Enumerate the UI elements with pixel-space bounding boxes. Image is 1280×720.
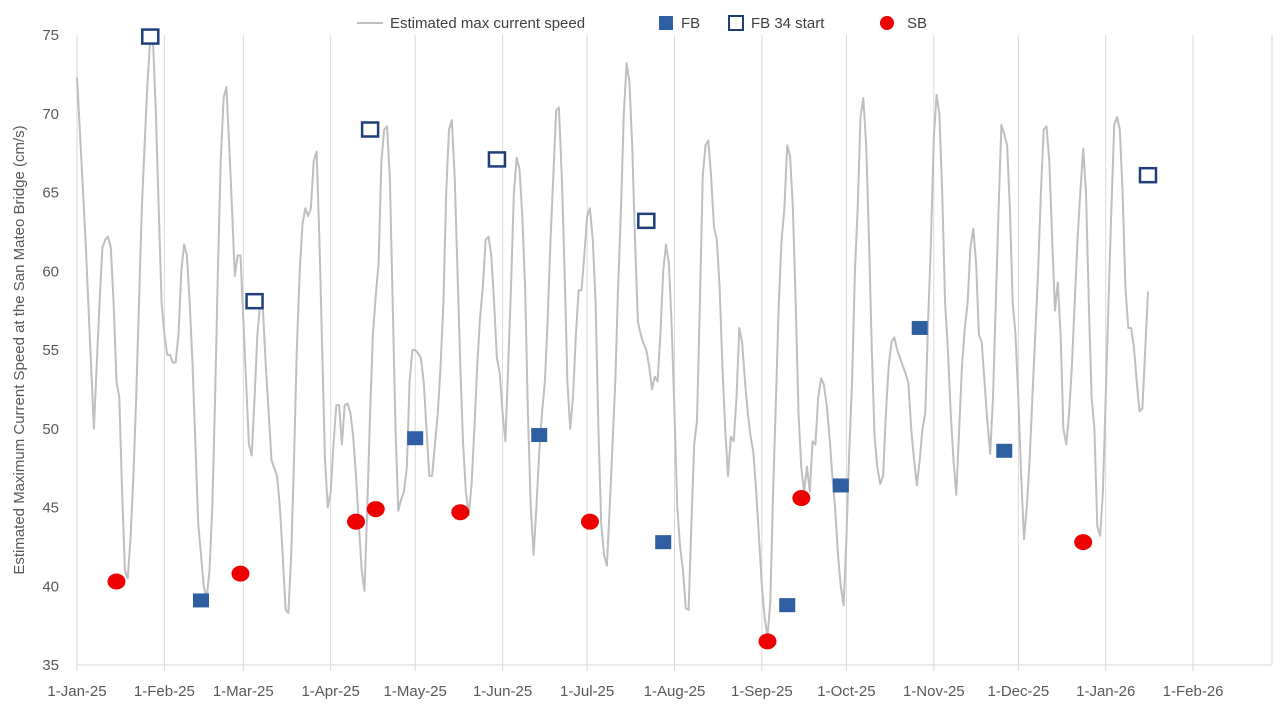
x-tick-label: 1-Mar-25 [213, 683, 274, 700]
legend-label: SB [907, 15, 927, 32]
legend-label: Estimated max current speed [390, 15, 585, 32]
y-tick-label: 45 [42, 500, 59, 517]
point-sb [366, 501, 385, 518]
x-tick-label: 1-Sep-25 [731, 683, 793, 700]
y-tick-label: 60 [42, 263, 59, 280]
point-sb [792, 490, 811, 507]
legend-open-square-swatch [728, 15, 744, 31]
point-fb [655, 535, 672, 550]
point-fb-34-start [1138, 166, 1158, 184]
point-fb [193, 593, 210, 608]
point-sb [107, 573, 126, 590]
point-fb-34-start [360, 121, 380, 138]
legend-label: FB [681, 15, 700, 32]
point-fb-34-start [487, 151, 507, 168]
point-fb [996, 443, 1013, 458]
y-tick-label: 50 [42, 421, 59, 438]
data-series [76, 28, 1158, 650]
x-tick-label: 1-Feb-26 [1163, 683, 1224, 700]
x-axis-ticks: 1-Jan-25 1-Feb-25 1-Mar-25 1-Apr-25 1-May-25… [47, 665, 1224, 700]
point-fb-34-start [141, 28, 160, 45]
point-sb [347, 513, 366, 530]
y-tick-label: 70 [42, 106, 59, 123]
x-tick-label: 1-Jan-26 [1076, 683, 1135, 700]
legend-item: Estimated max current speed [357, 15, 585, 32]
series-line-estimated-max-current-speed [76, 37, 1149, 638]
x-tick-label: 1-May-25 [384, 683, 447, 700]
legend-item: FB [659, 15, 700, 32]
x-tick-label: 1-Feb-25 [134, 683, 195, 700]
y-tick-label: 40 [42, 578, 59, 595]
x-tick-label: 1-Jan-25 [47, 683, 106, 700]
point-sb [1074, 534, 1093, 551]
y-tick-label: 75 [42, 27, 59, 44]
legend-label: FB 34 start [751, 15, 825, 32]
y-axis-title: Estimated Maximum Current Speed at the S… [11, 125, 28, 574]
legend-item: SB [880, 15, 927, 32]
x-tick-label: 1-Aug-25 [644, 683, 706, 700]
point-fb [911, 320, 928, 335]
point-sb [451, 504, 470, 521]
point-sb [758, 633, 777, 650]
x-tick-label: 1-Nov-25 [903, 683, 965, 700]
point-fb-34-start [245, 292, 264, 310]
y-tick-label: 55 [42, 342, 59, 359]
x-tick-label: 1-Apr-25 [301, 683, 359, 700]
point-sb [580, 513, 599, 530]
legend-circle-swatch [880, 16, 894, 30]
y-axis-ticks: 35 40 45 50 55 60 65 70 75 [42, 27, 59, 674]
x-tick-label: 1-Jun-25 [473, 683, 532, 700]
point-fb [832, 478, 849, 493]
point-fb [531, 428, 548, 443]
x-tick-label: 1-Jul-25 [560, 683, 614, 700]
x-tick-label: 1-Dec-25 [987, 683, 1049, 700]
legend-filled-square-swatch [659, 16, 673, 30]
legend: Estimated max current speed FB FB 34 start… [357, 15, 927, 32]
legend-item: FB 34 start [728, 15, 825, 32]
point-sb [231, 565, 250, 582]
point-fb [779, 598, 796, 613]
x-tick-label: 1-Oct-25 [817, 683, 875, 700]
y-tick-label: 65 [42, 185, 59, 202]
y-tick-label: 35 [42, 657, 59, 674]
point-fb-34-start [637, 212, 656, 230]
point-fb [407, 431, 424, 446]
